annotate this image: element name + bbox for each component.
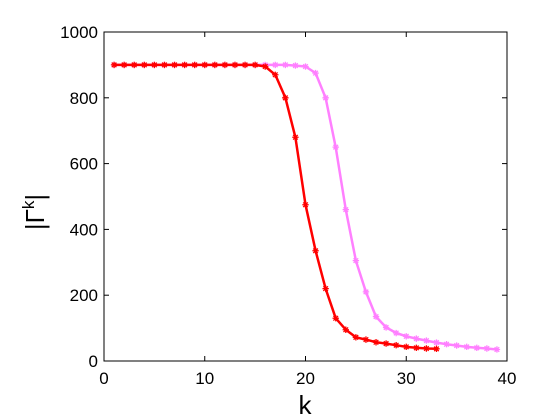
data-point: [352, 257, 360, 264]
data-point: [392, 342, 400, 349]
x-tick-label: 10: [195, 369, 214, 388]
data-point: [151, 61, 158, 69]
data-point: [483, 345, 491, 352]
data-point: [181, 61, 188, 69]
data-point: [332, 143, 339, 151]
x-axis-label: k: [299, 390, 313, 420]
y-tick-label: 400: [70, 220, 98, 239]
data-point: [272, 61, 279, 69]
data-point: [312, 69, 319, 77]
data-point: [372, 339, 380, 346]
y-tick-label: 0: [89, 352, 98, 371]
x-tick-label: 40: [498, 369, 517, 388]
data-point: [322, 285, 329, 292]
series-2: [110, 61, 440, 353]
data-point: [493, 346, 501, 353]
data-point: [282, 61, 289, 69]
data-point: [423, 337, 430, 344]
data-point: [453, 342, 460, 349]
data-point: [241, 61, 249, 69]
y-tick-label: 200: [70, 286, 98, 305]
data-point: [342, 206, 349, 213]
data-point: [362, 288, 370, 296]
data-point: [433, 339, 440, 346]
data-point: [110, 61, 118, 69]
data-point: [332, 315, 339, 322]
y-tick-label: 1000: [60, 23, 98, 42]
data-point: [413, 344, 420, 352]
y-axis-label: |Γk|: [19, 194, 50, 230]
data-point: [272, 71, 279, 78]
data-point: [362, 336, 370, 343]
data-point: [141, 61, 148, 69]
data-point: [463, 343, 470, 351]
data-point: [201, 61, 208, 69]
data-point: [413, 335, 420, 342]
data-point: [433, 345, 440, 353]
data-point: [382, 324, 390, 331]
y-axis-label-sup: k: [19, 200, 38, 209]
data-point: [473, 344, 480, 352]
data-point: [282, 94, 289, 101]
data-point: [403, 333, 410, 340]
data-point: [403, 343, 410, 351]
data-point: [423, 345, 430, 352]
data-point: [312, 247, 319, 254]
x-tick-label: 0: [99, 369, 108, 388]
data-point: [382, 340, 390, 347]
data-point: [342, 326, 349, 333]
data-point: [392, 329, 400, 337]
data-point: [161, 61, 168, 69]
x-tick-label: 20: [296, 369, 315, 388]
data-point: [352, 334, 360, 341]
y-tick-label: 800: [70, 89, 98, 108]
data-point: [302, 201, 309, 208]
data-point: [251, 61, 259, 69]
x-tick-label: 30: [397, 369, 416, 388]
y-axis-label-main: |Γ: [20, 209, 50, 230]
data-point: [211, 61, 219, 69]
data-point: [221, 61, 229, 69]
data-point: [302, 63, 309, 70]
data-point: [120, 61, 128, 69]
y-tick-label: 600: [70, 155, 98, 174]
data-point: [292, 62, 299, 69]
data-point: [191, 61, 198, 69]
data-point: [262, 63, 269, 70]
data-point: [443, 341, 450, 348]
data-point: [292, 134, 299, 141]
y-axis-label-close: |: [20, 194, 50, 201]
data-point: [171, 61, 178, 69]
data-point: [372, 313, 380, 320]
data-point: [131, 61, 138, 69]
data-point: [322, 94, 329, 101]
data-point: [231, 61, 239, 69]
series-layer: [110, 61, 501, 353]
